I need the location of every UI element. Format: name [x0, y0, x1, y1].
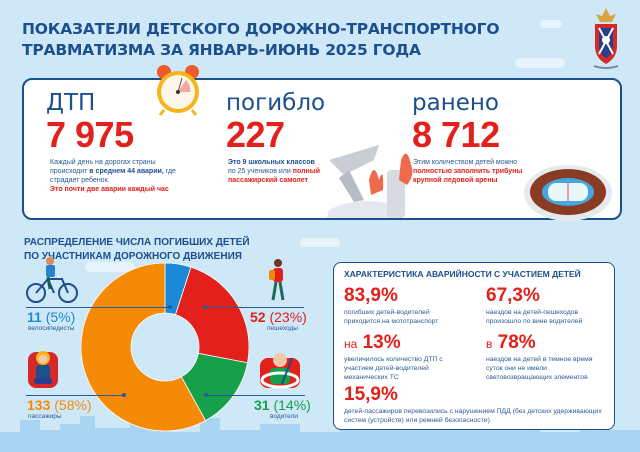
leader-dot	[122, 393, 126, 397]
cyclists-count: 11 (5%)	[27, 309, 76, 325]
injured-value: 8 712	[412, 114, 500, 155]
stat-15-9: 15,9%	[344, 384, 398, 405]
donut-segment-pedestrians	[175, 266, 249, 364]
stat-78: в 78%	[486, 332, 536, 353]
donut-segment-passengers	[81, 263, 207, 431]
leader-dot	[168, 305, 172, 309]
cloud-decoration	[540, 20, 562, 28]
stat-67-3-desc: наездов на детей-пешеходов произошло по …	[486, 309, 583, 325]
leader-dot	[203, 305, 207, 309]
driver-icon	[260, 353, 300, 389]
pedestrian-icon	[269, 259, 285, 301]
alarm-clock-icon	[157, 65, 199, 116]
drivers-label: водители	[270, 413, 299, 420]
distribution-title-line-1: РАСПРЕДЕЛЕНИЕ ЧИСЛА ПОГИБШИХ ДЕТЕЙ	[24, 237, 250, 248]
stat-83-9: 83,9%	[344, 285, 398, 306]
injured-label: ранено	[412, 90, 499, 116]
stat-15-9-desc: детей-пассажиров перевозились с нарушени…	[344, 408, 602, 424]
distribution-title-line-2: ПО УЧАСТНИКАМ ДОРОЖНОГО ДВИЖЕНИЯ	[24, 251, 242, 262]
drivers-count: 31 (14%)	[254, 397, 311, 413]
killed-description: Это 9 школьных классов по 25 учеников ил…	[228, 159, 321, 184]
stat-67-3: 67,3%	[486, 285, 540, 306]
injured-description: Этим количеством детей можно полностью з…	[413, 159, 523, 184]
ice-arena-icon	[524, 165, 612, 221]
dtp-value: 7 975	[46, 114, 134, 155]
passengers-count: 133 (58%)	[27, 397, 92, 413]
cloud-decoration	[85, 262, 135, 272]
summary-card: ДТП 7 975 Каждый день на дорогах страны …	[22, 65, 622, 221]
cyclists-label: велосипедисты	[28, 325, 75, 332]
characteristics-card: ХАРАКТЕРИСТИКА АВАРИЙНОСТИ С УЧАСТИЕМ ДЕ…	[333, 262, 615, 430]
leader-line-cyclists	[26, 307, 171, 308]
killed-value: 227	[226, 114, 285, 155]
stat-83-9-desc: погибших детей-водителей приходится на м…	[344, 309, 439, 325]
stat-78-desc: наездов на детей в темное время суток он…	[486, 356, 593, 381]
title-line-1: ПОКАЗАТЕЛИ ДЕТСКОГО ДОРОЖНО-ТРАНСПОРТНОГ…	[22, 20, 500, 38]
title-line-2: ТРАВМАТИЗМА ЗА ЯНВАРЬ-ИЮНЬ 2025 ГОДА	[22, 41, 421, 59]
dtp-description: Каждый день на дорогах страны происходит…	[50, 159, 176, 193]
cloud-decoration	[300, 238, 340, 247]
child-car-seat-icon	[28, 351, 58, 388]
crashed-airplane-icon	[327, 145, 413, 218]
cyclist-icon	[26, 257, 78, 303]
page-title: ПОКАЗАТЕЛИ ДЕТСКОГО ДОРОЖНО-ТРАНСПОРТНОГ…	[22, 19, 542, 61]
deaths-donut-chart	[81, 263, 249, 431]
police-emblem-icon	[593, 8, 619, 69]
pedestrians-count: 52 (23%)	[250, 309, 307, 325]
stat-13-desc: увеличилось количество ДТП с участием де…	[344, 356, 443, 381]
distribution-title: РАСПРЕДЕЛЕНИЕ ЧИСЛА ПОГИБШИХ ДЕТЕЙ ПО УЧ…	[24, 236, 324, 264]
passengers-label: пассажиры	[28, 413, 62, 420]
leader-line-passengers	[26, 395, 124, 396]
dtp-label: ДТП	[46, 90, 96, 116]
leader-dot	[204, 393, 208, 397]
leader-line-drivers	[205, 395, 305, 396]
cloud-decoration	[515, 58, 565, 68]
stat-13: на 13%	[344, 332, 401, 353]
characteristics-title: ХАРАКТЕРИСТИКА АВАРИЙНОСТИ С УЧАСТИЕМ ДЕ…	[344, 269, 581, 279]
killed-label: погибло	[226, 90, 326, 116]
leader-line-pedestrians	[204, 307, 304, 308]
pedestrians-label: пешеходы	[267, 325, 298, 332]
